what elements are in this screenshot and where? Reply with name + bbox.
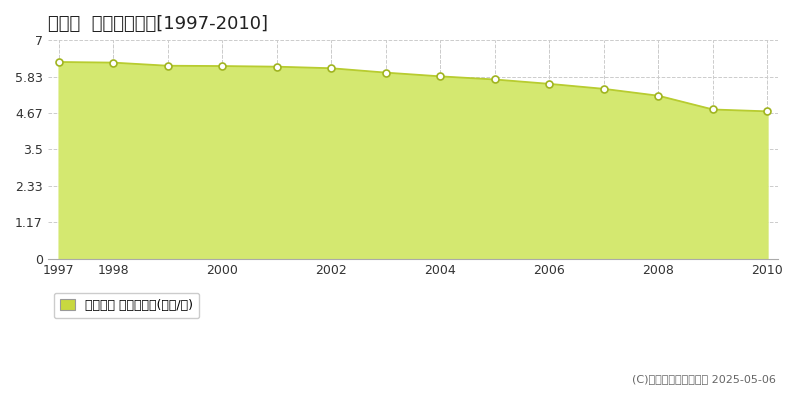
Text: (C)土地価格ドットコム 2025-05-06: (C)土地価格ドットコム 2025-05-06 xyxy=(632,374,776,384)
Text: 双葉町  基準地価推移[1997-2010]: 双葉町 基準地価推移[1997-2010] xyxy=(48,15,268,33)
Legend: 基準地価 平均坊単価(万円/坊): 基準地価 平均坊単価(万円/坊) xyxy=(54,293,199,318)
